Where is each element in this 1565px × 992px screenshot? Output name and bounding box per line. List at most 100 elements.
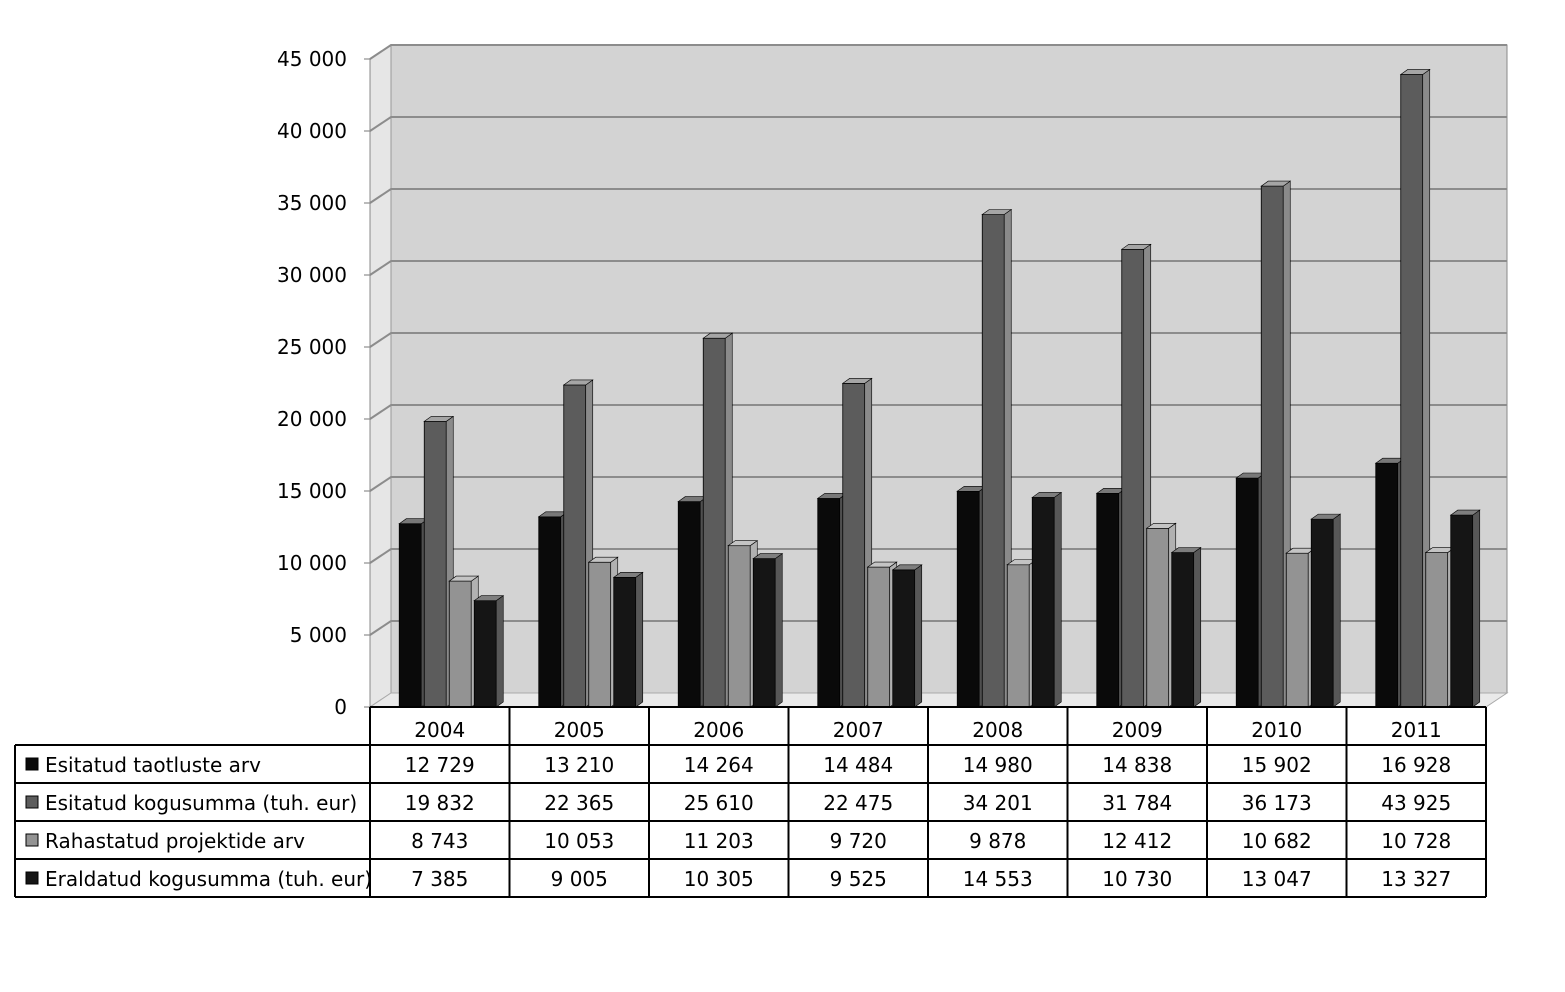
bar-top <box>752 553 784 559</box>
legend-key <box>25 757 39 771</box>
bar-front <box>1031 497 1055 708</box>
bar-top <box>866 561 898 568</box>
y-tick-label: 45 000 <box>277 47 347 71</box>
legend-series-name: Eraldatud kogusumma (tuh. eur) <box>45 867 372 891</box>
data-label: 7 385 <box>411 867 468 891</box>
bars <box>398 68 1481 708</box>
bar-front <box>1425 552 1449 708</box>
bar-front <box>473 600 497 708</box>
bar-front <box>398 523 422 708</box>
bar-front <box>1310 518 1334 708</box>
bar-front <box>538 516 562 708</box>
bar <box>1310 513 1342 708</box>
bar-top <box>587 556 619 563</box>
bar-front <box>1146 527 1170 708</box>
bar-side <box>1332 513 1341 708</box>
data-label: 9 720 <box>830 829 887 853</box>
bar-front <box>981 214 1005 708</box>
y-tick-label: 20 000 <box>277 407 347 431</box>
bar-front <box>1285 552 1309 708</box>
bar-front <box>1096 492 1120 708</box>
bar-side <box>635 571 644 708</box>
data-label: 12 729 <box>405 753 475 777</box>
y-tick-label: 0 <box>334 695 347 719</box>
bar-front <box>448 580 472 708</box>
data-label: 14 980 <box>963 753 1033 777</box>
data-label: 9 005 <box>551 867 608 891</box>
data-label: 25 610 <box>684 791 754 815</box>
bar <box>891 564 923 708</box>
bar-top <box>612 572 644 578</box>
legend-key <box>25 833 39 847</box>
data-label: 11 203 <box>684 829 754 853</box>
legend-series-name: Rahastatud projektide arv <box>45 829 305 853</box>
data-label: 10 728 <box>1381 829 1451 853</box>
legend-key <box>25 795 39 809</box>
bar-top <box>1031 492 1063 498</box>
y-axis: 0 5 000 10 000 15 000 20 000 25 000 30 000 35 0… <box>277 47 371 719</box>
data-label: 10 053 <box>544 829 614 853</box>
bar-top <box>841 378 873 384</box>
bar-front <box>423 421 447 708</box>
bar-front <box>563 384 587 708</box>
bar-front <box>1450 514 1474 708</box>
bar-front <box>956 490 980 708</box>
bar-side <box>1472 509 1481 708</box>
bar-top <box>1260 180 1292 187</box>
bar <box>1031 491 1063 708</box>
gridline <box>369 116 1507 132</box>
bar-top <box>1170 547 1202 553</box>
legend-series-name: Esitatud taotluste arv <box>45 753 261 777</box>
bar-front <box>1375 462 1399 708</box>
y-tick-label: 25 000 <box>277 335 347 359</box>
data-label: 9 525 <box>830 867 887 891</box>
x-category-label: 2006 <box>693 718 744 742</box>
data-label: 14 838 <box>1102 753 1172 777</box>
bar-top <box>891 564 923 571</box>
bar <box>1399 68 1431 708</box>
data-label: 10 730 <box>1102 867 1172 891</box>
bar-front <box>1400 74 1424 708</box>
bar-side <box>914 564 923 708</box>
y-tick-label: 30 000 <box>277 263 347 287</box>
data-label: 10 305 <box>684 867 754 891</box>
y-tick-label: 5 000 <box>290 623 347 647</box>
bar-top <box>981 209 1013 215</box>
data-label: 43 925 <box>1381 791 1451 815</box>
bar-front <box>702 337 726 708</box>
data-label: 9 878 <box>969 829 1026 853</box>
gridline <box>369 188 1507 204</box>
bar <box>562 379 594 708</box>
bar-top <box>1120 244 1152 250</box>
bar-front <box>817 498 841 708</box>
bar-front <box>1260 185 1284 708</box>
data-label: 15 902 <box>1242 753 1312 777</box>
data-label: 22 365 <box>544 791 614 815</box>
side-wall <box>369 44 392 708</box>
bar-side <box>774 553 783 708</box>
bar <box>1120 243 1152 708</box>
bar-top <box>702 332 734 339</box>
data-label: 19 832 <box>405 791 475 815</box>
data-label: 16 928 <box>1381 753 1451 777</box>
bar-side <box>495 595 504 708</box>
data-label: 14 264 <box>684 753 754 777</box>
bar-front <box>752 558 776 708</box>
bar-top <box>1399 69 1431 75</box>
data-label: 14 553 <box>963 867 1033 891</box>
y-tick-label: 10 000 <box>277 551 347 575</box>
bar-front <box>1121 248 1145 708</box>
bar-front <box>842 382 866 708</box>
bar-front <box>1006 564 1030 708</box>
bar-top <box>423 416 455 422</box>
bar <box>752 553 784 708</box>
y-tick-label: 15 000 <box>277 479 347 503</box>
y-tick-label: 40 000 <box>277 119 347 143</box>
bar-top <box>448 575 480 582</box>
bar <box>612 571 644 708</box>
data-label: 14 484 <box>823 753 893 777</box>
bar-top <box>1449 509 1481 516</box>
bar-side <box>1053 491 1062 708</box>
data-label: 13 047 <box>1242 867 1312 891</box>
